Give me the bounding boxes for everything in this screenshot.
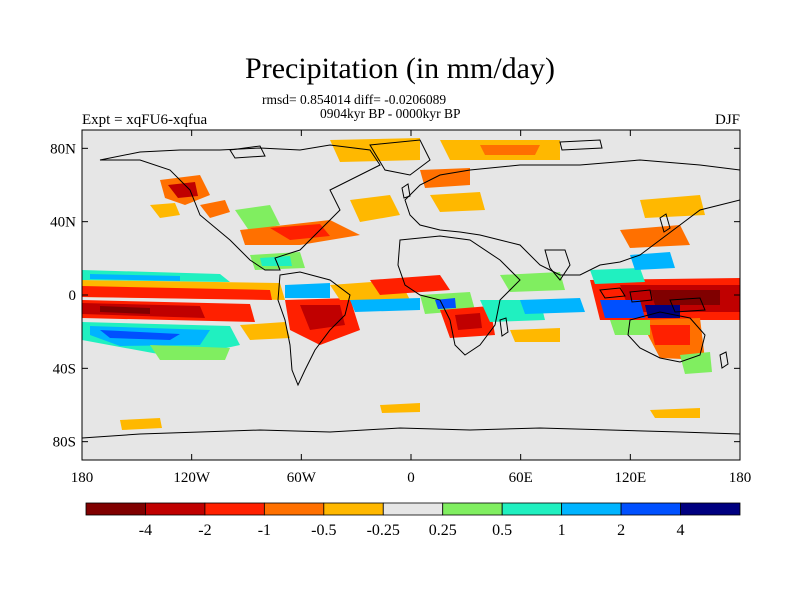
x-tick-label: 0	[407, 470, 415, 486]
y-tick-label: 40N	[50, 215, 76, 231]
y-axis: 80N 40N 0 40S 80S	[50, 141, 740, 451]
page-title: Precipitation (in mm/day)	[245, 52, 555, 85]
anomaly-fields	[82, 138, 740, 430]
colorbar-label: 0.25	[429, 522, 457, 539]
colorbar-swatch	[442, 502, 503, 516]
y-tick-label: 40S	[53, 361, 76, 377]
colorbar-swatch	[680, 502, 741, 516]
x-tick-label: 60E	[509, 470, 533, 486]
y-tick-label: 80S	[53, 435, 76, 451]
period-line: 0904kyr BP - 0000kyr BP	[320, 106, 461, 121]
x-tick-label: 120W	[173, 470, 211, 486]
colorbar-label: 2	[617, 522, 625, 539]
season-label: DJF	[714, 112, 740, 128]
colorbar-swatch	[204, 502, 265, 516]
colorbar-label: -0.5	[311, 522, 336, 539]
colorbar-swatch	[382, 502, 444, 516]
coastlines	[82, 139, 740, 439]
colorbar-swatch	[501, 502, 563, 516]
y-tick-label: 0	[69, 288, 77, 304]
colorbar-swatch	[323, 502, 384, 516]
colorbar-label: 1	[558, 522, 566, 539]
colorbar-swatch	[263, 502, 325, 516]
colorbar: -4 -2 -1 -0.5 -0.25 0.25 0.5 1 2 4	[85, 502, 741, 539]
x-tick-label: 180	[71, 470, 94, 486]
colorbar-label: -0.25	[367, 522, 400, 539]
colorbar-swatch	[145, 502, 206, 516]
x-axis: 180 120W 60W 0 60E 120E 180	[71, 130, 752, 486]
colorbar-label: -2	[198, 522, 211, 539]
colorbar-swatch	[620, 502, 681, 516]
y-tick-label: 80N	[50, 141, 76, 157]
stats-line: rmsd= 0.854014 diff= -0.0206089	[262, 92, 447, 107]
colorbar-swatch	[85, 502, 146, 516]
colorbar-label: -4	[139, 522, 152, 539]
x-tick-label: 120E	[614, 470, 646, 486]
colorbar-swatch	[561, 502, 622, 516]
experiment-label: Expt = xqFU6-xqfua	[82, 112, 208, 128]
colorbar-label: 4	[677, 522, 685, 539]
colorbar-label: -1	[258, 522, 271, 539]
colorbar-label: 0.5	[492, 522, 512, 539]
x-tick-label: 180	[729, 470, 752, 486]
x-tick-label: 60W	[287, 470, 317, 486]
